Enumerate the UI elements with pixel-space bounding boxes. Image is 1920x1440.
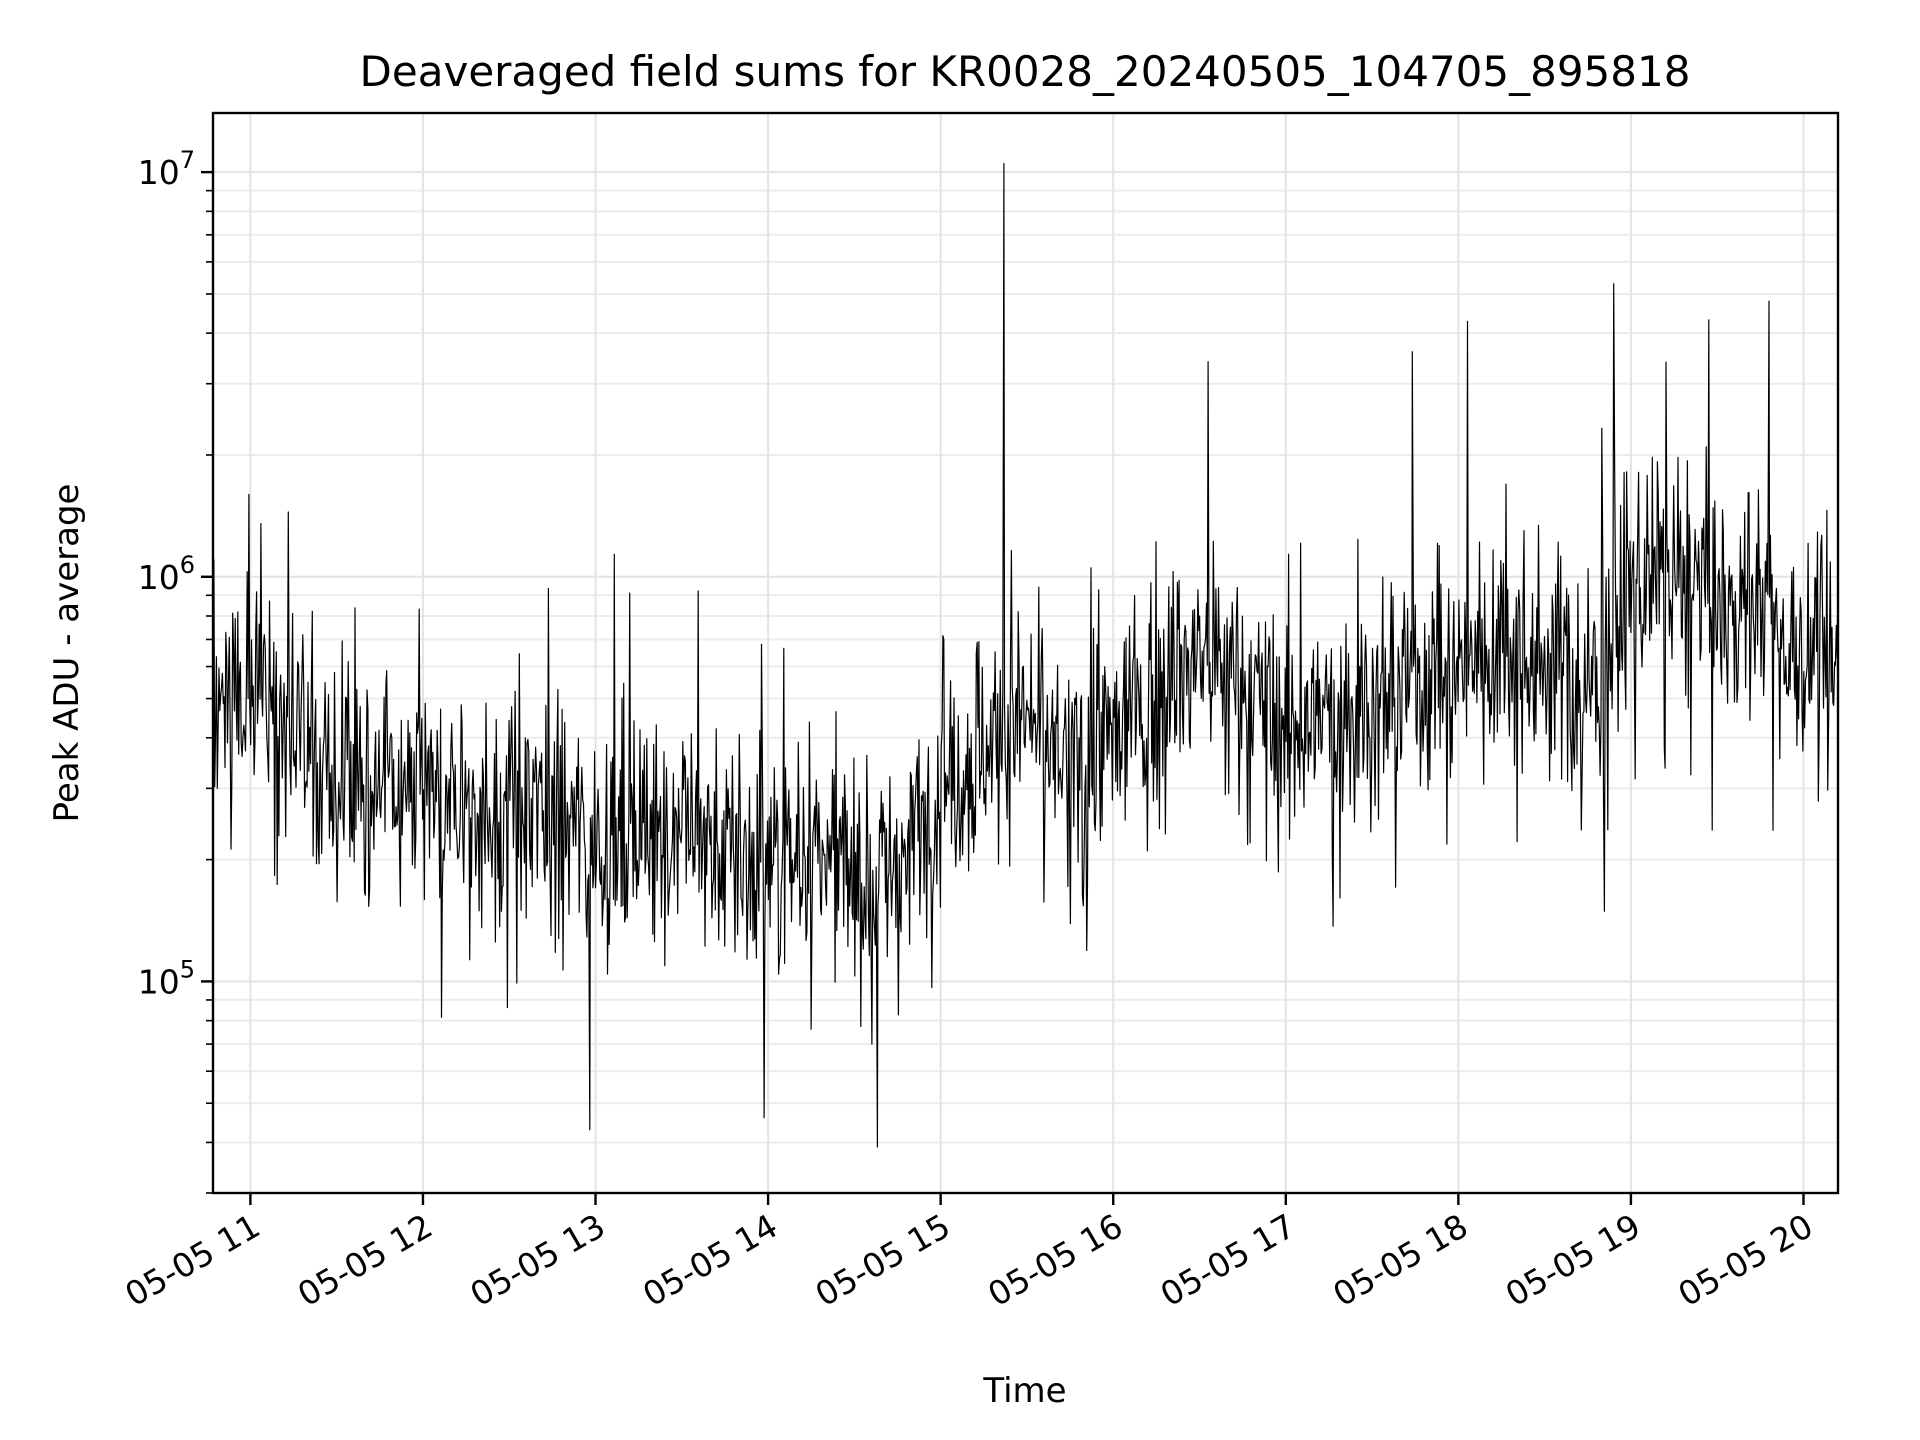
y-tick-label: 105 <box>138 955 195 1001</box>
x-tick-label: 05-05 11 <box>118 1206 266 1314</box>
x-tick-label: 05-05 12 <box>291 1206 439 1314</box>
x-tick-label: 05-05 14 <box>636 1206 784 1314</box>
y-axis-label: Peak ADU - average <box>47 484 87 823</box>
x-tick-label: 05-05 18 <box>1326 1206 1474 1314</box>
x-tick-label: 05-05 13 <box>464 1206 612 1314</box>
x-tick-label: 05-05 16 <box>981 1206 1129 1314</box>
x-tick-label: 05-05 15 <box>809 1206 957 1314</box>
grid <box>213 113 1838 1194</box>
x-tick-label: 05-05 19 <box>1499 1206 1647 1314</box>
series-line <box>212 163 1839 1148</box>
chart-title: Deaveraged field sums for KR0028_2024050… <box>360 47 1691 96</box>
y-tick-label: 107 <box>138 146 195 192</box>
x-axis-label: Time <box>982 1371 1066 1411</box>
x-tick-label: 05-05 17 <box>1154 1206 1302 1314</box>
plot-frame <box>211 111 1840 1195</box>
series-layer <box>212 163 1839 1148</box>
x-tick-label: 05-05 20 <box>1671 1206 1819 1314</box>
y-tick-label: 106 <box>138 551 195 597</box>
